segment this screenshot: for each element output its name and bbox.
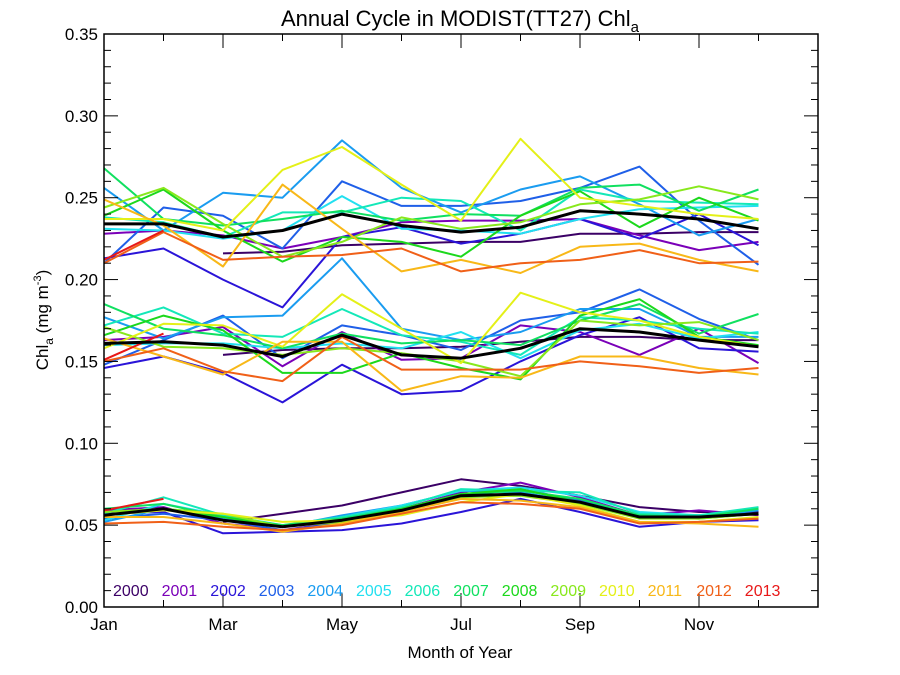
y-axis-label-main: Chl xyxy=(33,345,52,371)
chart-title-subscript: a xyxy=(631,19,640,36)
series-line-2012-group-1 xyxy=(103,231,759,273)
svg-text:Annual Cycle in MODIST(TT27) C: Annual Cycle in MODIST(TT27) Chla xyxy=(281,6,640,36)
chart-title: Annual Cycle in MODIST(TT27) Chla xyxy=(281,6,640,36)
legend-item-2004: 2004 xyxy=(307,583,343,600)
series-line-2008-group-2 xyxy=(103,298,759,381)
legend-item-2010: 2010 xyxy=(599,583,635,600)
series-line-2009-group-1 xyxy=(103,185,759,258)
x-tick-label: Jan xyxy=(90,615,117,634)
legend-item-2011: 2011 xyxy=(648,583,683,600)
series-line-2012-group-3 xyxy=(103,501,759,532)
mean-line-group-2 xyxy=(103,327,759,360)
y-tick-label: 0.30 xyxy=(65,107,98,126)
series-line-2007-group-2 xyxy=(103,303,759,350)
series-line-2000-group-3 xyxy=(222,478,759,523)
mean-line-group-1 xyxy=(104,209,759,239)
x-axis-label: Month of Year xyxy=(408,643,513,662)
series-line-2002-group-3 xyxy=(103,497,759,535)
y-axis-label-sub: a xyxy=(42,338,56,345)
series-line-2011-group-1 xyxy=(103,183,759,274)
axes: 0.00 0.05 0.10 0.15 0.20 0.25 0.30 0.35 Jan Mar Ma… xyxy=(65,25,819,634)
y-axis-label-close: ) xyxy=(33,270,52,276)
legend-item-2006: 2006 xyxy=(405,583,441,600)
series-line-2012-group-2 xyxy=(103,335,759,383)
x-tick-label: May xyxy=(326,615,359,634)
series-line-2013-group-1 xyxy=(103,229,164,261)
series-line-2002-group-1 xyxy=(103,213,759,309)
y-axis-label: Chla (mg m-3) xyxy=(32,270,56,371)
series-line-2004-group-2 xyxy=(103,257,759,342)
y-tick-label: 0.35 xyxy=(65,25,98,44)
legend-item-2001: 2001 xyxy=(162,583,198,600)
svg-text:Chla (mg m-3): Chla (mg m-3) xyxy=(32,270,56,371)
series-line-2011-group-3 xyxy=(104,497,759,533)
y-axis-label-units: (mg m xyxy=(33,285,52,338)
legend-item-2007: 2007 xyxy=(453,583,489,600)
y-tick-label: 0.25 xyxy=(65,189,98,208)
series-line-2013-group-3 xyxy=(103,497,164,512)
legend-item-2003: 2003 xyxy=(259,583,295,600)
x-tick-label: Sep xyxy=(565,615,595,634)
x-tick-label: Nov xyxy=(684,615,715,634)
series-line-2006-group-2 xyxy=(103,306,759,356)
series-line-2010-group-2 xyxy=(103,291,759,365)
plot-area xyxy=(103,137,760,535)
series-line-2008-group-1 xyxy=(103,188,759,263)
legend-item-2012: 2012 xyxy=(696,583,732,600)
y-tick-label: 0.00 xyxy=(65,598,98,617)
y-tick-label: 0.05 xyxy=(65,516,98,535)
legend: 2000 2001 2002 2003 2004 2005 2006 2007 2008 2009… xyxy=(113,583,780,600)
mean-line-group-3 xyxy=(103,492,759,529)
legend-item-2000: 2000 xyxy=(113,583,149,600)
x-tick-label: Mar xyxy=(208,615,238,634)
legend-item-2002: 2002 xyxy=(210,583,246,600)
legend-item-2005: 2005 xyxy=(356,583,392,600)
y-tick-label: 0.10 xyxy=(65,434,98,453)
x-tick-label: Jul xyxy=(450,615,472,634)
series-line-2010-group-1 xyxy=(104,137,759,232)
legend-item-2009: 2009 xyxy=(550,583,586,600)
chart-title-text: Annual Cycle in MODIST(TT27) Chl xyxy=(281,6,631,31)
series-line-2013-group-2 xyxy=(103,332,164,361)
series-line-2011-group-2 xyxy=(103,337,759,392)
legend-item-2008: 2008 xyxy=(502,583,538,600)
y-tick-label: 0.15 xyxy=(65,352,98,371)
series-line-2003-group-1 xyxy=(103,165,760,266)
y-tick-label: 0.20 xyxy=(65,271,98,290)
legend-item-2013: 2013 xyxy=(745,583,781,600)
y-axis-label-sup: -3 xyxy=(32,275,44,285)
